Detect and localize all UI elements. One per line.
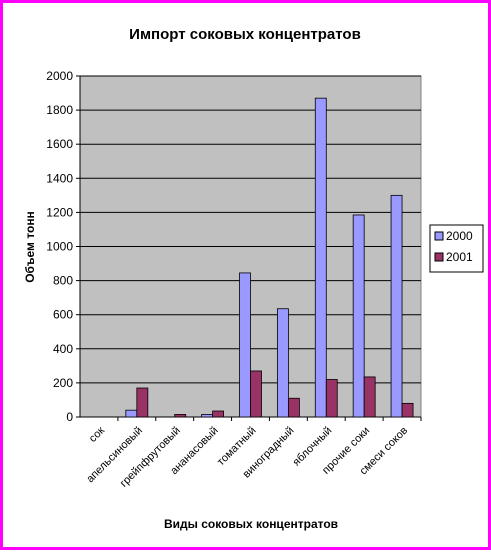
bar-2000 [314,97,327,418]
bar-2001 [363,376,376,418]
legend-swatch-2000 [434,231,444,241]
bar-2000 [239,272,251,418]
bar-2000 [390,194,403,418]
y-tick-label: 400 [53,342,73,356]
y-tick-label: 600 [53,308,73,322]
legend-label-2000: 2000 [446,229,473,243]
y-tick-label: 2000 [46,69,73,83]
legend: 2000 2001 [429,224,484,273]
y-axis-label: Объем тонн [23,211,37,283]
bar-2000 [125,409,138,418]
y-tick-label: 1200 [46,205,73,219]
x-axis-label: Виды соковых концентратов [164,517,338,531]
plot-area: 0 200 400 600 800 1000 1200 1400 1600 1800 2000 сок… [46,69,422,490]
chart-title: Импорт соковых концентратов [129,26,361,43]
y-tick-label: 800 [53,274,73,288]
y-tick-label: 200 [53,376,73,390]
bar-2001 [136,387,149,418]
bar-2001 [287,397,300,418]
y-tick-label: 1600 [46,137,73,151]
bar-2001 [325,379,338,418]
bar-2001 [174,414,187,418]
y-tick-label: 0 [66,410,73,424]
y-tick-label: 1000 [46,240,73,254]
chart: Импорт соковых концентратов Виды соковых… [23,26,484,531]
legend-label-2001: 2001 [446,250,473,264]
legend-swatch-2001 [434,252,444,262]
bar-2001 [250,370,262,418]
y-tick-label: 1400 [46,171,73,185]
bar-2000 [201,414,214,418]
bar-2001 [401,402,414,418]
bar-2000 [276,308,289,418]
y-tick-label: 1800 [46,103,73,117]
x-tick-label: сок [87,425,107,445]
bar-2001 [212,410,225,418]
bar-2000 [352,214,365,418]
